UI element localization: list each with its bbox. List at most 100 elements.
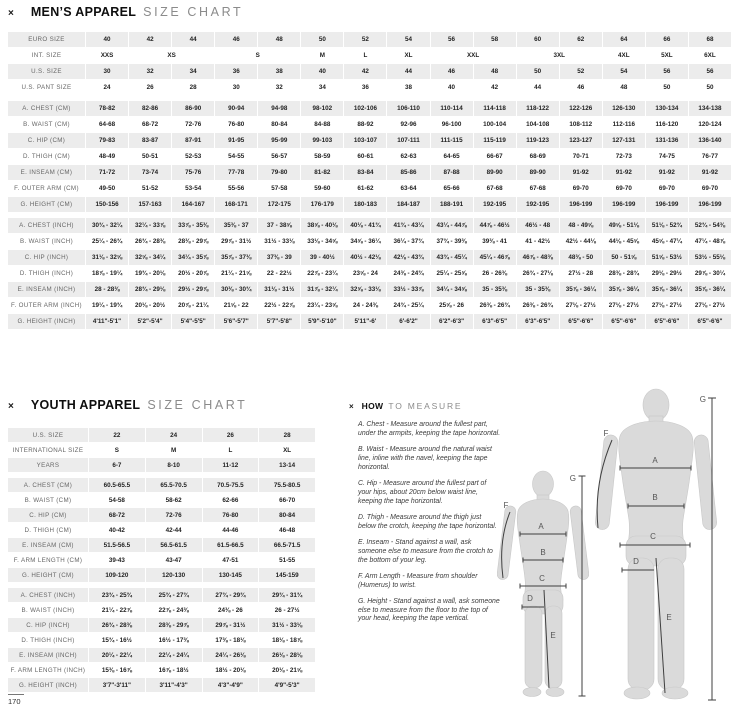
value-cell: 3XL xyxy=(516,48,602,63)
label-d: D xyxy=(633,557,639,566)
value-cell: 26 - 26⅜ xyxy=(473,266,516,281)
table-row: B. WAIST (inch) 21¼ - 22⅞ 22⅞ - 24⅜ 24⅜ - 2… xyxy=(8,603,315,617)
value-cell: 51-55 xyxy=(259,553,315,567)
value-cell: 68 xyxy=(688,32,731,47)
value-cell: 40 xyxy=(430,80,473,95)
value-cell: 28 xyxy=(172,80,215,95)
value-cell: XL xyxy=(387,48,430,63)
value-cell: 80-84 xyxy=(259,508,315,522)
value-cell: S xyxy=(215,48,301,63)
measure-instruction: E. Inseam - Stand against a wall, ask so… xyxy=(358,538,493,564)
value-cell: 59-60 xyxy=(301,181,344,196)
value-cell: 38⅝ - 40⅛ xyxy=(301,218,344,233)
value-cell: 40-42 xyxy=(89,523,145,537)
value-cell: 122-126 xyxy=(559,101,602,116)
value-cell: 72-76 xyxy=(145,508,202,522)
value-cell: 56.5-61.5 xyxy=(145,538,202,552)
table-row: EURO SIZE 40 42 44 46 48 50 52 54 56 58 60 62 64 66 68 xyxy=(8,32,731,47)
value-cell: 44 xyxy=(387,64,430,79)
value-cell: 65.5-70.5 xyxy=(145,478,202,492)
table-row: A. CHEST (cm) 60.5-65.5 65.5-70.5 70.5-75.5… xyxy=(8,478,315,492)
value-cell: 40½ - 42⅛ xyxy=(344,250,387,265)
value-cell: 70-71 xyxy=(559,149,602,164)
value-cell: 24 xyxy=(145,428,202,442)
value-cell: 33⅛ - 34⅝ xyxy=(301,234,344,249)
table-group: A. CHEST (inch) 23¾ - 25¾ 25¾ - 27¾ 27¾ - 2… xyxy=(8,588,315,692)
value-cell: 44⅛ - 45⅝ xyxy=(602,234,645,249)
measure-instruction: D. Thigh - Measure around the thigh just… xyxy=(358,513,497,530)
row-label: U.S. SIZE xyxy=(8,428,88,442)
value-cell: L xyxy=(202,443,259,457)
value-cell: 86-90 xyxy=(172,101,215,116)
value-cell: 196-199 xyxy=(602,197,645,212)
value-cell: 87-91 xyxy=(172,133,215,148)
value-cell: 99-103 xyxy=(301,133,344,148)
value-cell: 35⅞ - 36¼ xyxy=(559,282,602,297)
value-cell: 89-90 xyxy=(516,165,559,180)
value-cell: 69-70 xyxy=(559,181,602,196)
label-a: A xyxy=(652,456,658,465)
value-cell: 28¾ - 29⅛ xyxy=(129,282,172,297)
row-label: G. HEIGHT (cm) xyxy=(8,568,88,582)
value-cell: 192-195 xyxy=(516,197,559,212)
value-cell: 92-96 xyxy=(387,117,430,132)
value-cell: 24 - 24⅜ xyxy=(344,298,387,313)
value-cell: 16⅞ - 18½ xyxy=(145,663,202,677)
value-cell: 96-100 xyxy=(430,117,473,132)
table-row: D. THIGH (inch) 15¾ - 16½ 16½ - 17⅜ 17⅜ - 1… xyxy=(8,633,315,647)
value-cell: 69-70 xyxy=(688,181,731,196)
value-cell: 60.5-65.5 xyxy=(89,478,145,492)
value-cell: 23¾ - 25¾ xyxy=(89,588,145,602)
value-cell: 56 xyxy=(688,64,731,79)
youth-size-table: U.S. SIZE 22 24 26 28 INTERNATIONAL SIZE S M L XL… xyxy=(8,428,315,698)
value-cell: 11-12 xyxy=(202,458,259,472)
value-cell: 28 xyxy=(259,428,315,442)
table-group: A. CHEST (cm) 60.5-65.5 65.5-70.5 70.5-75.5… xyxy=(8,478,315,582)
height-line xyxy=(578,475,586,697)
value-cell: 61-62 xyxy=(344,181,387,196)
value-cell: 18½ - 20⅛ xyxy=(202,663,259,677)
row-label: G. HEIGHT (cm) xyxy=(8,197,85,212)
hip-line xyxy=(519,583,567,589)
value-cell: 83-84 xyxy=(344,165,387,180)
value-cell: 47¼ - 48⅞ xyxy=(688,234,731,249)
value-cell: 180-183 xyxy=(344,197,387,212)
value-cell: 8-10 xyxy=(145,458,202,472)
value-cell: 3'7"-3'11" xyxy=(89,678,145,692)
row-label: B. WAIST (inch) xyxy=(8,234,85,249)
table-row: U.S. SIZE 30 32 34 36 38 40 42 44 46 48 50 52 54 56 56 xyxy=(8,64,731,79)
table-row: INT. SIZE XXS XS S M L XL XXL 3XL 4XL 5XL 6XL xyxy=(8,48,731,63)
mens-chart-title-suffix: SIZE CHART xyxy=(143,5,244,19)
value-cell: 31½ - 33⅛ xyxy=(259,618,315,632)
value-cell: 131-136 xyxy=(645,133,688,148)
value-cell: 42 xyxy=(129,32,172,47)
value-cell: 112-116 xyxy=(602,117,645,132)
row-label: F. OUTER ARM (cm) xyxy=(8,181,85,196)
value-cell: 35 - 35⅜ xyxy=(516,282,559,297)
value-cell: 67-68 xyxy=(516,181,559,196)
table-row: E. INSEAM (inch) 28 - 28⅜ 28¾ - 29⅛ 29½ - 2… xyxy=(8,282,731,297)
value-cell: 32 xyxy=(258,80,301,95)
value-cell: 88-92 xyxy=(344,117,387,132)
row-label: E. INSEAM (cm) xyxy=(8,165,85,180)
table-row: INTERNATIONAL SIZE S M L XL xyxy=(8,443,315,457)
value-cell: 5XL xyxy=(645,48,688,63)
value-cell: 196-199 xyxy=(559,197,602,212)
value-cell: 50-51 xyxy=(129,149,172,164)
value-cell: 29⅛ - 29½ xyxy=(645,266,688,281)
value-cell: 42-44 xyxy=(145,523,202,537)
value-cell: 48 - 49⅝ xyxy=(559,218,602,233)
label-c: C xyxy=(539,574,545,583)
value-cell: 77-78 xyxy=(215,165,258,180)
value-cell: 76-80 xyxy=(215,117,258,132)
value-cell: 54-55 xyxy=(215,149,258,164)
value-cell: 44⅞ - 46½ xyxy=(473,218,516,233)
value-cell: S xyxy=(89,443,145,457)
adult-body-silhouette xyxy=(595,388,717,700)
value-cell: 157-163 xyxy=(129,197,172,212)
value-cell: 69-70 xyxy=(645,181,688,196)
value-cell: 62 xyxy=(559,32,602,47)
value-cell: 65-66 xyxy=(430,181,473,196)
value-cell: 39-43 xyxy=(89,553,145,567)
value-cell: 108-112 xyxy=(559,117,602,132)
